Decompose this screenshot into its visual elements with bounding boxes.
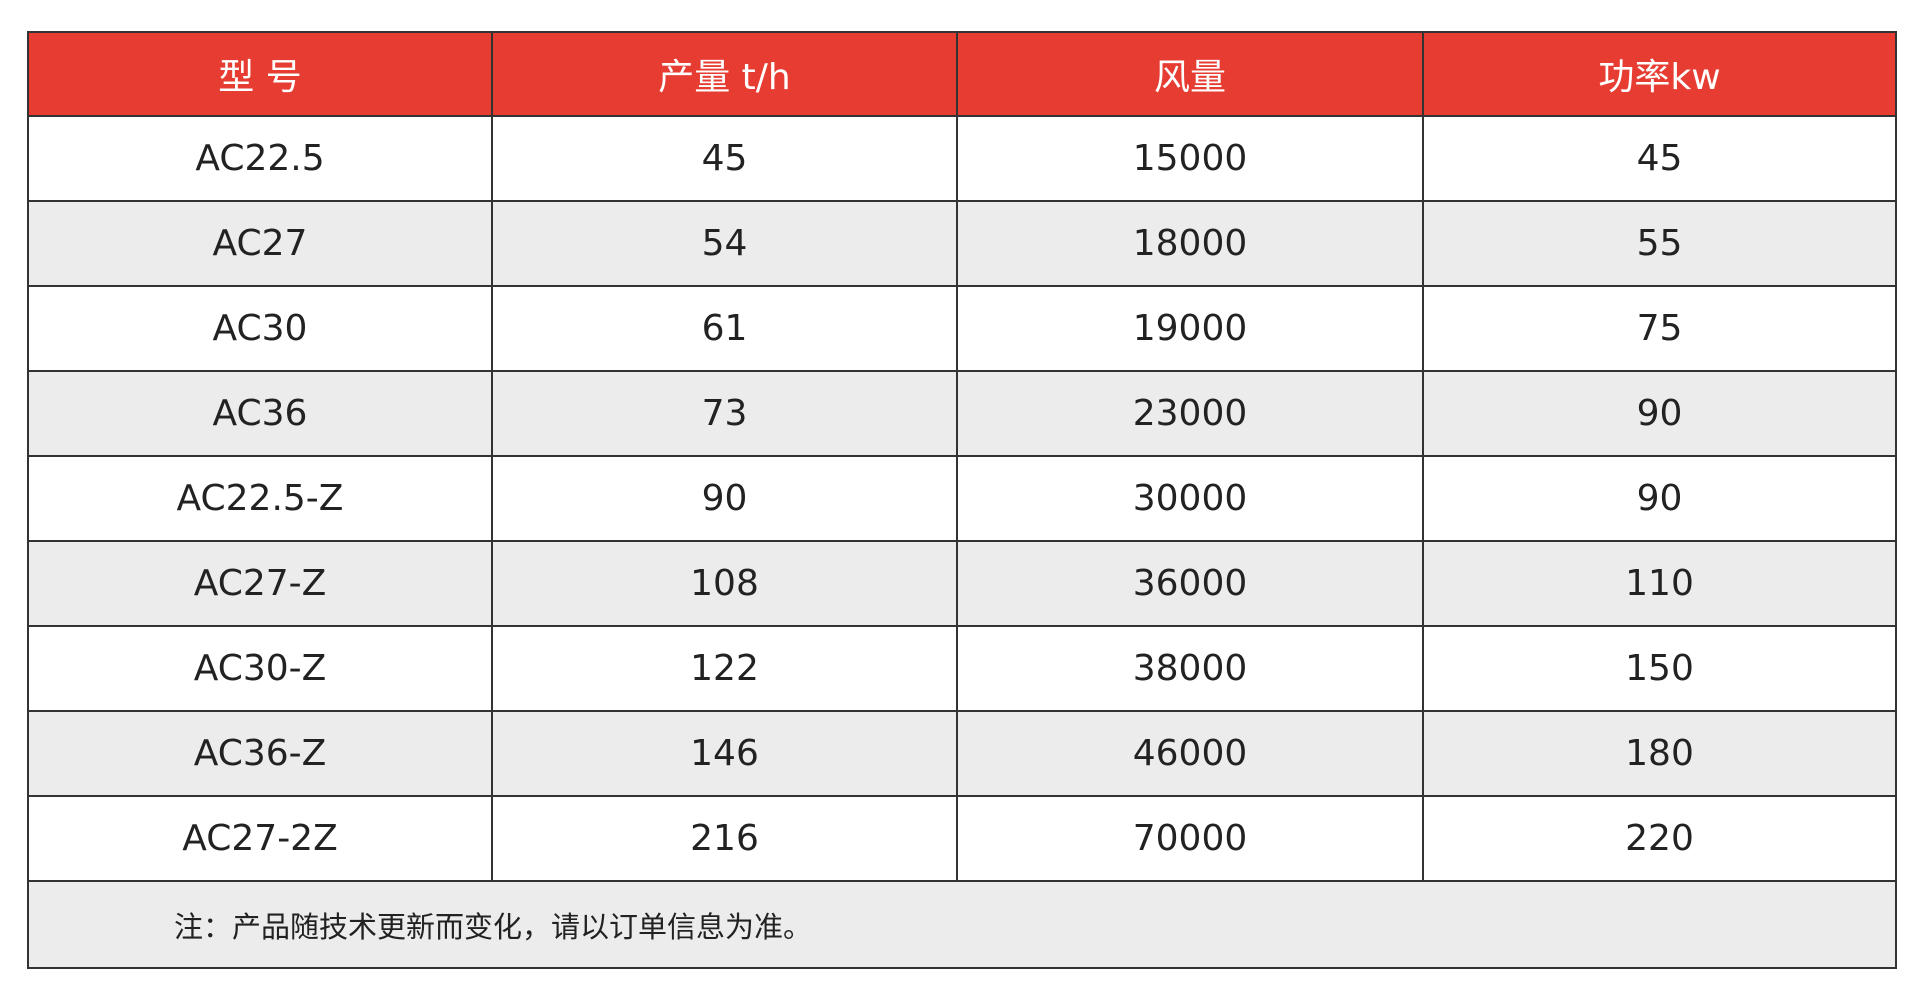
table-row: AC36 73 23000 90 — [27, 370, 1897, 457]
table-cell: 216 — [491, 795, 958, 882]
table-cell: 30000 — [956, 455, 1424, 542]
table-cell: AC22.5-Z — [27, 455, 493, 542]
table-cell: 45 — [1422, 115, 1897, 202]
table-cell: 45 — [491, 115, 958, 202]
table-cell: AC36 — [27, 370, 493, 457]
table-cell: 73 — [491, 370, 958, 457]
table-cell: 220 — [1422, 795, 1897, 882]
table-cell: 38000 — [956, 625, 1424, 712]
table-cell: 19000 — [956, 285, 1424, 372]
header-cell: 风量 — [956, 31, 1424, 117]
table-cell: 108 — [491, 540, 958, 627]
header-row: 型 号产量 t/h 风量 功率kw — [27, 31, 1897, 117]
table-cell: 46000 — [956, 710, 1424, 797]
table-row: AC22.5-Z 90 30000 90 — [27, 455, 1897, 542]
table-body: AC22.5 45 15000 45 AC27 54 18000 55 AC30 61 19000 7… — [27, 115, 1897, 969]
table-cell: 90 — [1422, 455, 1897, 542]
table-cell: AC36-Z — [27, 710, 493, 797]
spec-table: 型 号产量 t/h 风量 功率kw AC22.5 45 15000 45 AC27 54 180… — [27, 31, 1897, 969]
table-cell: 61 — [491, 285, 958, 372]
table-row: AC27-2Z 216 70000 220 — [27, 795, 1897, 882]
table-cell: 146 — [491, 710, 958, 797]
table-cell: 18000 — [956, 200, 1424, 287]
table-row: AC22.5 45 15000 45 — [27, 115, 1897, 202]
note: 注：产品随技术更新而变化，请以订单信息为准。 — [27, 880, 1897, 969]
table-cell: AC30-Z — [27, 625, 493, 712]
table-cell: 75 — [1422, 285, 1897, 372]
table-cell: 23000 — [956, 370, 1424, 457]
table-row: AC27-Z 108 36000 110 — [27, 540, 1897, 627]
table-cell: 70000 — [956, 795, 1424, 882]
table-cell: 110 — [1422, 540, 1897, 627]
table-cell: 122 — [491, 625, 958, 712]
table-cell: AC22.5 — [27, 115, 493, 202]
table-cell: AC30 — [27, 285, 493, 372]
table-cell: 180 — [1422, 710, 1897, 797]
table-cell: AC27-Z — [27, 540, 493, 627]
table-cell: 55 — [1422, 200, 1897, 287]
header-cell: 产量 t/h — [491, 31, 958, 117]
table-row: AC27 54 18000 55 — [27, 200, 1897, 287]
header-cell: 型 号 — [27, 31, 493, 117]
table-cell: AC27 — [27, 200, 493, 287]
table-cell: 15000 — [956, 115, 1424, 202]
table-cell: 54 — [491, 200, 958, 287]
header-cell: 功率kw — [1422, 31, 1897, 117]
note-row: 注：产品随技术更新而变化，请以订单信息为准。 — [27, 880, 1897, 969]
table-cell: 36000 — [956, 540, 1424, 627]
table-cell: 90 — [1422, 370, 1897, 457]
table-row: AC30 61 19000 75 — [27, 285, 1897, 372]
table-cell: AC27-2Z — [27, 795, 493, 882]
table-cell: 150 — [1422, 625, 1897, 712]
table-cell: 90 — [491, 455, 958, 542]
table-row: AC30-Z 122 38000 150 — [27, 625, 1897, 712]
table-row: AC36-Z 146 46000 180 — [27, 710, 1897, 797]
